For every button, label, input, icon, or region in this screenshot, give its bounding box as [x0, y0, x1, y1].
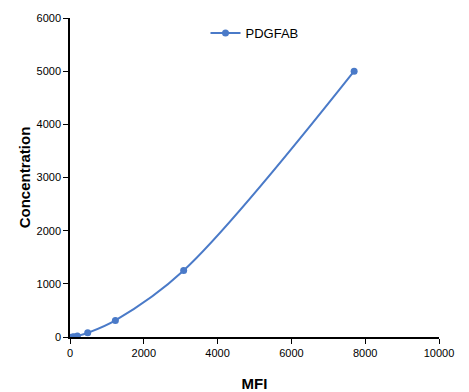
- svg-text:6000: 6000: [279, 347, 303, 359]
- svg-text:4000: 4000: [37, 118, 61, 130]
- svg-text:Concentration: Concentration: [16, 127, 33, 229]
- svg-text:0: 0: [67, 347, 73, 359]
- svg-text:MFI: MFI: [242, 375, 268, 392]
- svg-text:2000: 2000: [37, 225, 61, 237]
- svg-text:0: 0: [55, 331, 61, 343]
- svg-text:1000: 1000: [37, 278, 61, 290]
- svg-text:8000: 8000: [353, 347, 377, 359]
- svg-text:6000: 6000: [37, 12, 61, 24]
- svg-text:PDGFAB: PDGFAB: [246, 26, 299, 41]
- svg-text:10000: 10000: [424, 347, 455, 359]
- svg-text:3000: 3000: [37, 171, 61, 183]
- svg-text:4000: 4000: [205, 347, 229, 359]
- svg-text:2000: 2000: [132, 347, 156, 359]
- svg-text:5000: 5000: [37, 65, 61, 77]
